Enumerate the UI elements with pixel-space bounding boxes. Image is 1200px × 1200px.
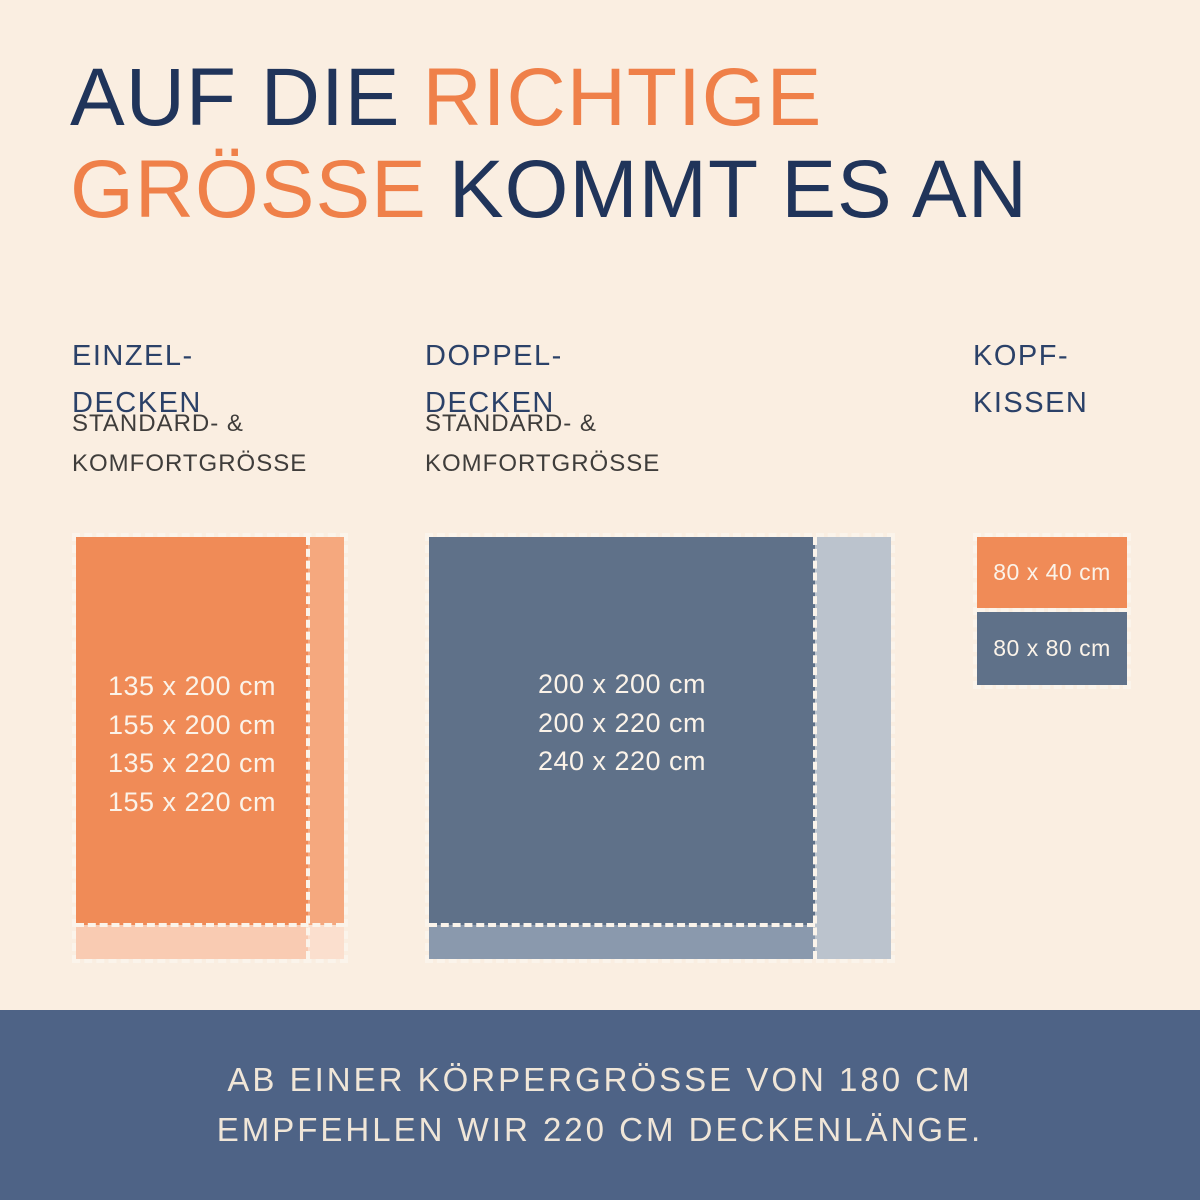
heading-kopfkissen-line2: KISSEN (973, 387, 1089, 419)
doppel-width-divider-dashed-line (813, 537, 817, 959)
size-item: 200 x 200 cm (537, 669, 707, 699)
einzel-comfort-length-strip (76, 925, 308, 959)
size-item: 155 x 220 cm (107, 786, 277, 817)
diagram-kopfkissen: 80 x 40 cm 80 x 80 cm (973, 533, 1131, 689)
diagram-einzeldecken: 135 x 200 cm 155 x 200 cm 135 x 220 cm 1… (72, 533, 348, 963)
footer-note-line2: EMPFEHLEN WIR 220 CM DECKENLÄNGE. (216, 1111, 984, 1148)
size-item: 240 x 220 cm (537, 746, 707, 776)
pillow-small-size-label: 80 x 40 cm (993, 559, 1111, 585)
doppel-length-divider-dashed-line (429, 923, 815, 927)
page-title: AUF DIE RICHTIGE GRÖSSE KOMMT ES AN (70, 52, 1028, 236)
size-item: 135 x 220 cm (107, 748, 277, 778)
pillow-small-block: 80 x 40 cm (977, 537, 1127, 608)
heading-einzeldecken: EINZEL- DECKEN (72, 333, 202, 427)
diagram-doppeldecken: 200 x 200 cm 200 x 220 cm 240 x 220 cm (425, 533, 895, 963)
doppel-comfort-length-strip (429, 925, 815, 959)
heading-kopfkissen: KOPF- KISSEN (973, 333, 1088, 427)
pillow-large-block: 80 x 80 cm (977, 612, 1127, 685)
einzel-comfort-corner-block (308, 925, 344, 959)
subheading-einzeldecken-line2: KOMFORTGRÖSSE (72, 450, 308, 477)
footer-note-line1: AB EINER KÖRPERGRÖSSE VON 180 CM (227, 1061, 973, 1098)
heading-doppeldecken-line1: DOPPEL- (425, 340, 563, 372)
pillow-divider-dashed-line (977, 608, 1127, 612)
title-part-auf-die: AUF DIE (70, 52, 401, 143)
heading-einzeldecken-line1: EINZEL- (72, 340, 194, 372)
einzel-width-divider-dashed-line (306, 537, 310, 959)
einzel-length-divider-dashed-line (76, 923, 344, 927)
heading-doppeldecken-line2: DECKEN (425, 387, 555, 419)
heading-doppeldecken: DOPPEL- DECKEN (425, 333, 563, 427)
heading-einzeldecken-line2: DECKEN (72, 387, 202, 419)
subheading-doppeldecken-line2: KOMFORTGRÖSSE (425, 450, 661, 477)
title-part-kommt-es-an: KOMMT ES AN (448, 144, 1028, 235)
heading-kopfkissen-line1: KOPF- (973, 340, 1070, 372)
doppel-size-list: 200 x 200 cm 200 x 220 cm 240 x 220 cm (429, 665, 815, 781)
title-line-1: AUF DIE RICHTIGE (70, 52, 1028, 144)
subheading-doppeldecken: STANDARD- & KOMFORTGRÖSSE (425, 404, 660, 484)
doppel-comfort-width-strip (815, 537, 891, 959)
size-item: 155 x 200 cm (107, 709, 277, 740)
title-part-groesse: GRÖSSE (70, 144, 427, 235)
einzel-comfort-width-strip (308, 537, 344, 925)
title-part-richtige: RICHTIGE (422, 52, 823, 143)
title-line-2: GRÖSSE KOMMT ES AN (70, 144, 1028, 236)
subheading-einzeldecken: STANDARD- & KOMFORTGRÖSSE (72, 404, 307, 484)
footer-recommendation-band: AB EINER KÖRPERGRÖSSE VON 180 CM EMPFEHL… (0, 1010, 1200, 1200)
einzel-standard-area (76, 537, 308, 925)
subheading-doppeldecken-line1: STANDARD- & (425, 410, 597, 437)
einzel-size-list: 135 x 200 cm 155 x 200 cm 135 x 220 cm 1… (76, 667, 308, 821)
size-item: 200 x 220 cm (537, 707, 707, 738)
size-item: 135 x 200 cm (107, 671, 277, 701)
subheading-einzeldecken-line1: STANDARD- & (72, 410, 244, 437)
pillow-large-size-label: 80 x 80 cm (993, 635, 1111, 661)
doppel-standard-area (429, 537, 815, 925)
